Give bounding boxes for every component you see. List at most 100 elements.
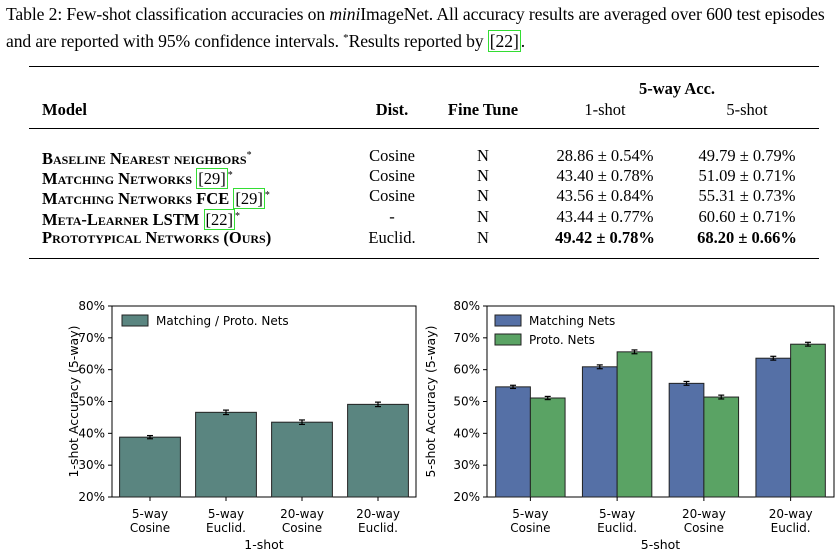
legend-swatch: [121, 314, 149, 327]
y-tick-label: 70%: [453, 331, 480, 345]
y-axis-label: 5-shot Accuracy (5-way): [423, 326, 438, 478]
row-finetune: N: [477, 207, 489, 226]
legend-label: Matching / Proto. Nets: [156, 314, 289, 328]
row-finetune: N: [477, 228, 489, 247]
caption-italic: mini: [329, 4, 361, 24]
caption-suffix-post: .: [520, 31, 526, 51]
row-star: *: [235, 211, 241, 222]
row-star: *: [227, 170, 233, 181]
y-tick-label: 50%: [453, 395, 480, 409]
row-reference-link[interactable]: [29]: [196, 168, 228, 189]
row-dist: Cosine: [369, 166, 415, 185]
x-tick-label: 20-way: [356, 507, 400, 521]
x-tick-label: Euclid.: [597, 521, 637, 535]
bar: [616, 351, 653, 498]
y-tick-label: 40%: [78, 426, 105, 440]
y-tick-label: 40%: [453, 426, 480, 440]
row-1shot: 43.40 ± 0.78%: [556, 166, 654, 185]
row-reference-link[interactable]: [29]: [233, 188, 265, 209]
row-1shot: 43.56 ± 0.84%: [556, 186, 654, 205]
legend-label: Matching Nets: [529, 314, 615, 328]
table-top-rule: [29, 66, 819, 67]
header-model: Model: [42, 100, 87, 119]
row-finetune: N: [477, 146, 489, 165]
table-caption: Table 2: Few-shot classification accurac…: [6, 2, 832, 53]
y-tick-label: 80%: [78, 299, 105, 313]
caption-prefix: Table 2: Few-shot classification accurac…: [6, 4, 330, 24]
bar: [495, 386, 531, 498]
caption-star: *: [343, 32, 349, 44]
bar: [271, 421, 333, 498]
x-tick-label: 5-way: [132, 507, 168, 521]
y-tick-label: 60%: [453, 363, 480, 377]
row-model-name: Baseline Nearest neighbors: [42, 149, 247, 168]
row-5shot: 60.60 ± 0.71%: [698, 207, 796, 226]
x-tick-label: 20-way: [682, 507, 726, 521]
bar: [755, 357, 792, 498]
bar: [668, 382, 705, 498]
x-tick-label: 5-way: [208, 507, 244, 521]
x-tick-label: Cosine: [130, 521, 170, 535]
header-1shot: 1-shot: [584, 100, 626, 119]
bar: [195, 411, 257, 498]
legend-swatch: [494, 333, 522, 346]
y-tick-label: 60%: [78, 363, 105, 377]
row-5shot: 51.09 ± 0.71%: [698, 166, 796, 185]
row-1shot: 43.44 ± 0.77%: [556, 207, 654, 226]
y-tick-label: 20%: [78, 490, 105, 504]
x-tick-label: Cosine: [684, 521, 724, 535]
y-tick-label: 70%: [78, 331, 105, 345]
bar: [119, 436, 181, 498]
row-model-name: Prototypical Networks (Ours): [42, 228, 272, 247]
bar: [529, 397, 566, 498]
x-axis-label: 5-shot: [641, 537, 681, 552]
row-5shot: 49.79 ± 0.79%: [698, 146, 796, 165]
header-5shot: 5-shot: [726, 100, 768, 119]
table-header-rule: [29, 128, 819, 129]
x-tick-label: Cosine: [282, 521, 322, 535]
row-5shot: 68.20 ± 0.66%: [697, 228, 797, 247]
bar: [581, 366, 618, 498]
bar: [790, 343, 826, 498]
row-model-name: Matching Networks FCE: [42, 189, 230, 208]
caption-middle: ImageNet. All accuracy results are avera…: [6, 4, 825, 51]
header-finetune: Fine Tune: [447, 100, 519, 119]
header-dist: Dist.: [375, 100, 409, 119]
x-axis-label: 1-shot: [244, 537, 284, 552]
row-star: *: [264, 190, 270, 201]
x-tick-label: 5-way: [599, 507, 635, 521]
group-header-5way: 5-way Acc.: [638, 79, 716, 98]
row-model-name: Matching Networks: [42, 169, 193, 188]
row-star: *: [246, 150, 252, 161]
y-tick-label: 50%: [78, 395, 105, 409]
bar: [347, 403, 409, 498]
row-dist: Cosine: [369, 146, 415, 165]
caption-reference-link[interactable]: [22]: [487, 30, 521, 52]
y-tick-label: 30%: [453, 458, 480, 472]
x-tick-label: 20-way: [280, 507, 324, 521]
row-dist: -: [389, 207, 395, 226]
x-tick-label: 20-way: [769, 507, 813, 521]
row-finetune: N: [477, 186, 489, 205]
row-1shot: 28.86 ± 0.54%: [556, 146, 654, 165]
row-dist: Euclid.: [368, 228, 416, 247]
row-5shot: 55.31 ± 0.73%: [698, 186, 796, 205]
caption-suffix-pre: Results reported by: [348, 31, 488, 51]
y-tick-label: 30%: [78, 458, 105, 472]
bar: [703, 396, 740, 498]
row-dist: Cosine: [369, 186, 415, 205]
y-axis-label: 1-shot Accuracy (5-way): [66, 326, 81, 478]
row-finetune: N: [477, 166, 489, 185]
legend-label: Proto. Nets: [529, 333, 595, 347]
row-1shot: 49.42 ± 0.78%: [555, 228, 655, 247]
x-tick-label: 5-way: [512, 507, 548, 521]
y-tick-label: 20%: [453, 490, 480, 504]
row-reference-link[interactable]: [22]: [203, 209, 236, 230]
row-model-name: Meta-Learner LSTM: [42, 210, 200, 229]
table-bottom-rule: [29, 258, 819, 259]
legend-swatch: [494, 314, 522, 327]
chart-1shot: 20%30%40%50%60%70%80%5-wayCosine5-wayEuc…: [66, 299, 417, 552]
x-tick-label: Cosine: [510, 521, 550, 535]
x-tick-label: Euclid.: [771, 521, 811, 535]
chart-5shot: 20%30%40%50%60%70%80%5-wayCosine5-wayEuc…: [423, 299, 835, 552]
